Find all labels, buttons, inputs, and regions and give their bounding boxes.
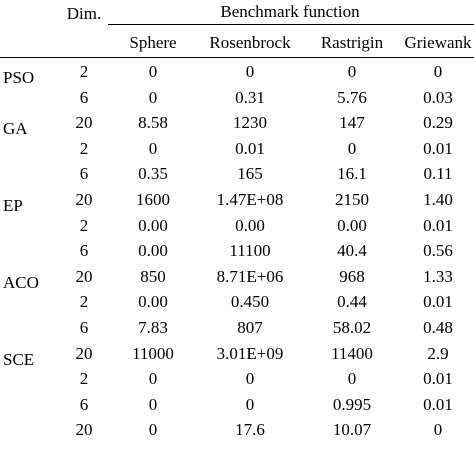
col-header-rastrigin: Rastrigin (320, 33, 384, 52)
value-cell: 11100 (229, 241, 271, 260)
value-cell: 0.01 (423, 395, 453, 414)
benchmark-function-header: Benchmark function (220, 2, 360, 21)
algorithm-label: ACO (3, 273, 39, 292)
value-cell: 0 (245, 369, 255, 388)
value-cell: 11000 (132, 344, 174, 363)
dim-cell: 6 (79, 318, 89, 337)
value-cell: 1230 (233, 113, 267, 132)
value-cell: 1.40 (423, 190, 453, 209)
value-cell: 0.01 (235, 139, 265, 158)
value-cell: 0 (148, 62, 158, 81)
value-cell: 40.4 (337, 241, 367, 260)
dim-cell: 20 (75, 190, 93, 209)
dim-cell: 2 (79, 216, 89, 235)
value-cell: 1600 (136, 190, 170, 209)
value-cell: 0 (433, 420, 443, 439)
value-cell: 0 (148, 139, 158, 158)
value-cell: 1.33 (423, 267, 453, 286)
dim-cell: 6 (79, 88, 89, 107)
value-cell: 8.71E+06 (216, 267, 284, 286)
algorithm-label: GA (3, 119, 28, 138)
value-cell: 0 (433, 62, 443, 81)
dim-cell: 6 (79, 395, 89, 414)
dim-cell: 6 (79, 241, 89, 260)
value-cell: 8.58 (138, 113, 168, 132)
dim-header: Dim. (66, 4, 102, 23)
col-header-griewank: Griewank (404, 33, 472, 52)
dim-cell: 20 (75, 267, 93, 286)
value-cell: 0 (347, 369, 357, 388)
value-cell: 3.01E+09 (216, 344, 284, 363)
value-cell: 16.1 (337, 164, 367, 183)
value-cell: 0 (245, 62, 255, 81)
value-cell: 0.48 (423, 318, 453, 337)
value-cell: 0 (347, 139, 357, 158)
value-cell: 0.03 (423, 88, 453, 107)
value-cell: 0.44 (337, 292, 367, 311)
dim-cell: 2 (79, 292, 89, 311)
value-cell: 10.07 (332, 420, 372, 439)
col-header-rosenbrock: Rosenbrock (209, 33, 291, 52)
value-cell: 11400 (331, 344, 373, 363)
value-cell: 0 (245, 395, 255, 414)
value-cell: 0.56 (423, 241, 453, 260)
dim-cell: 2 (79, 139, 89, 158)
algorithm-label: EP (3, 196, 23, 215)
dim-cell: 2 (79, 62, 89, 81)
value-cell: 0.00 (138, 216, 168, 235)
value-cell: 850 (140, 267, 166, 286)
value-cell: 0.35 (138, 164, 168, 183)
value-cell: 0.00 (138, 241, 168, 260)
value-cell: 165 (237, 164, 263, 183)
dim-cell: 20 (75, 344, 93, 363)
dim-cell: 6 (79, 164, 89, 183)
value-cell: 0.01 (423, 369, 453, 388)
value-cell: 1.47E+08 (216, 190, 284, 209)
value-cell: 2.9 (427, 344, 449, 363)
group-header-rule (108, 24, 474, 25)
value-cell: 0.00 (235, 216, 265, 235)
header-bottom-rule (0, 57, 474, 58)
value-cell: 2150 (335, 190, 369, 209)
algorithm-label: SCE (3, 350, 35, 369)
algorithm-label: PSO (3, 68, 35, 87)
value-cell: 0.995 (332, 395, 372, 414)
col-header-sphere: Sphere (129, 33, 177, 52)
value-cell: 0.450 (230, 292, 270, 311)
value-cell: 147 (339, 113, 365, 132)
value-cell: 968 (339, 267, 365, 286)
value-cell: 5.76 (337, 88, 367, 107)
value-cell: 0.29 (423, 113, 453, 132)
value-cell: 0 (347, 62, 357, 81)
value-cell: 0 (148, 395, 158, 414)
value-cell: 58.02 (332, 318, 372, 337)
value-cell: 807 (237, 318, 263, 337)
value-cell: 0.01 (423, 216, 453, 235)
value-cell: 0 (148, 88, 158, 107)
value-cell: 0 (148, 420, 158, 439)
dim-cell: 20 (75, 420, 93, 439)
value-cell: 0.31 (235, 88, 265, 107)
value-cell: 0.01 (423, 292, 453, 311)
value-cell: 7.83 (138, 318, 168, 337)
dim-cell: 2 (79, 369, 89, 388)
value-cell: 0.00 (337, 216, 367, 235)
dim-cell: 20 (75, 113, 93, 132)
value-cell: 0.01 (423, 139, 453, 158)
value-cell: 0.11 (423, 164, 453, 183)
value-cell: 0.00 (138, 292, 168, 311)
value-cell: 17.6 (235, 420, 265, 439)
value-cell: 0 (148, 369, 158, 388)
